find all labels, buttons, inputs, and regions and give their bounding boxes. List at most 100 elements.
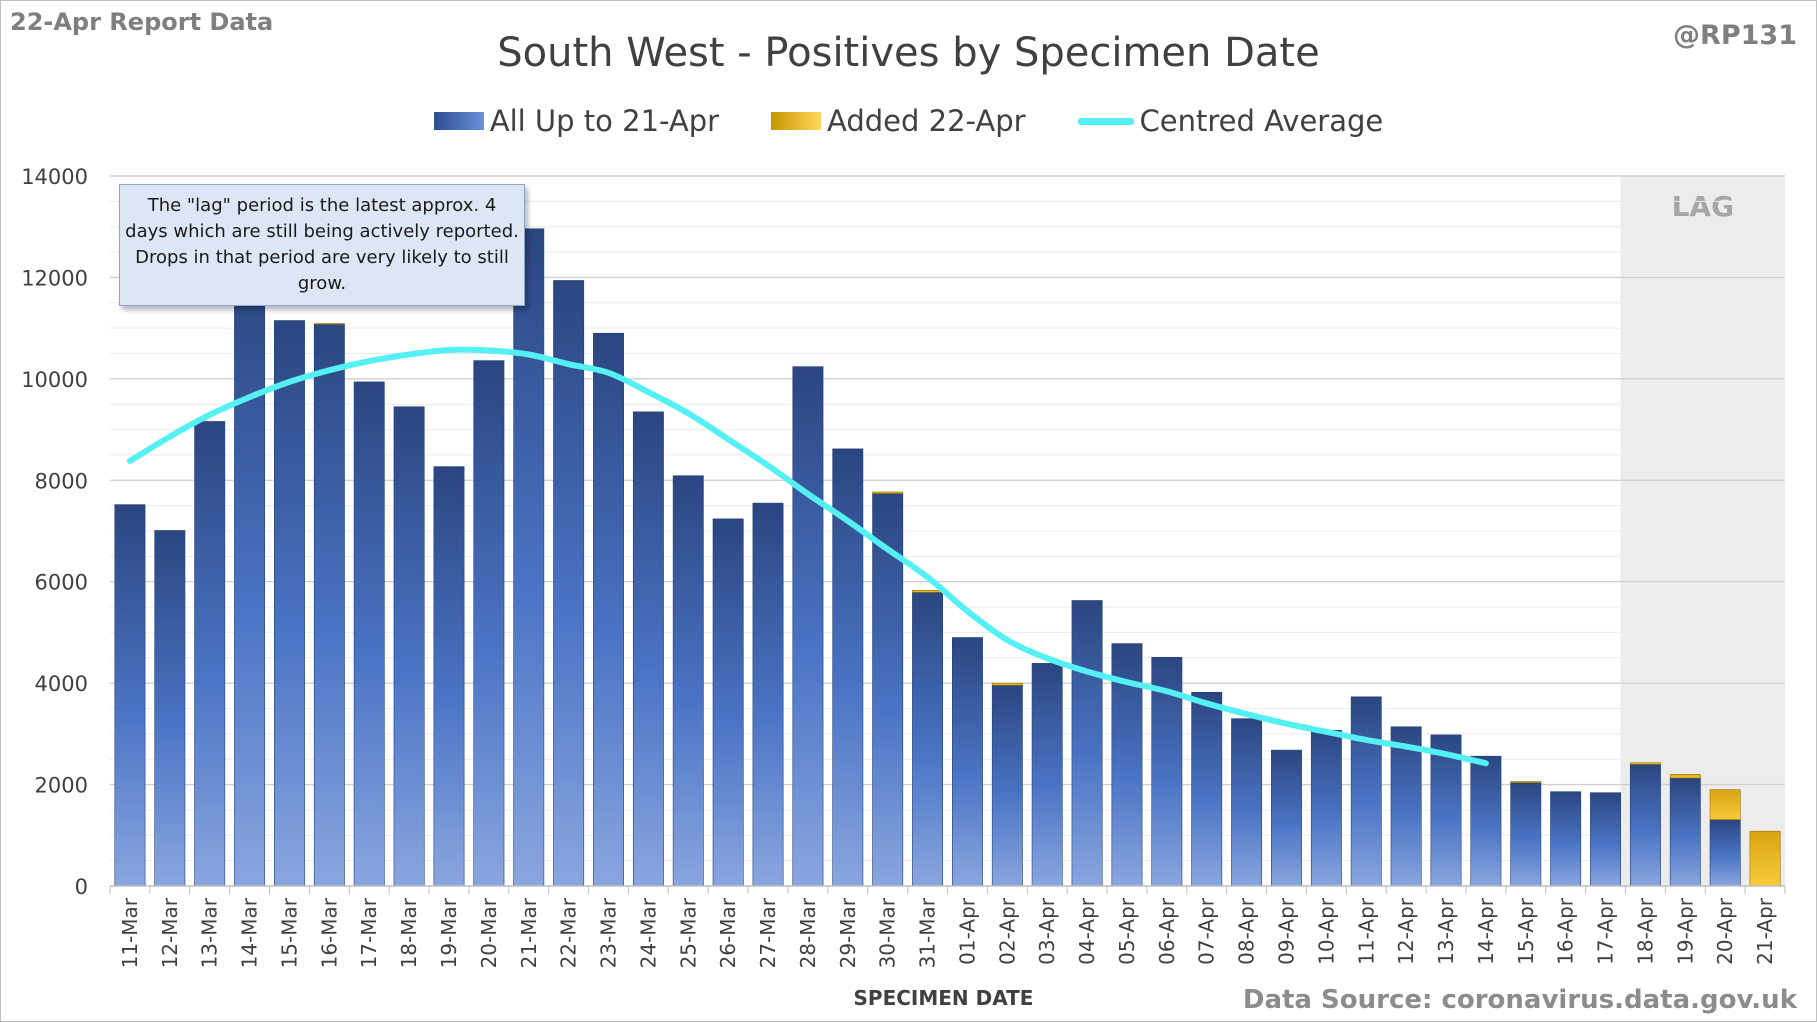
bar-added-16-Mar — [313, 323, 345, 325]
x-tick-label: 11-Mar — [118, 897, 142, 968]
x-tick-label: 15-Apr — [1514, 897, 1538, 965]
y-tick-label: 6000 — [35, 571, 88, 595]
bar-all-19-Mar — [433, 466, 465, 887]
chart-legend: All Up to 21-Apr Added 22-Apr Centred Av… — [0, 104, 1817, 138]
bar-all-11-Mar — [114, 504, 146, 887]
x-tick-label: 22-Mar — [557, 897, 581, 968]
chart-title: South West - Positives by Specimen Date — [497, 30, 1320, 76]
x-tick-label: 24-Mar — [636, 897, 660, 968]
lag-annotation-box: The "lag" period is the latest approx. 4… — [119, 184, 525, 306]
x-tick-label: 17-Apr — [1594, 897, 1618, 965]
legend-item-all: All Up to 21-Apr — [433, 104, 720, 138]
bar-all-22-Mar — [553, 280, 585, 887]
x-tick-label: 13-Apr — [1434, 897, 1458, 965]
bar-all-14-Apr — [1470, 755, 1502, 887]
report-date-label: 22-Apr Report Data — [10, 8, 274, 36]
bar-all-14-Mar — [234, 274, 266, 887]
bar-all-18-Mar — [393, 406, 425, 887]
x-tick-label: 20-Mar — [477, 897, 501, 968]
x-tick-label: 05-Apr — [1115, 897, 1139, 965]
x-tick-label: 15-Mar — [277, 897, 301, 968]
x-tick-label: 13-Mar — [198, 897, 222, 968]
bar-all-17-Mar — [353, 381, 385, 887]
legend-label-all: All Up to 21-Apr — [489, 104, 720, 138]
x-tick-label: 11-Apr — [1354, 897, 1378, 965]
bar-all-20-Mar — [473, 360, 505, 887]
x-tick-label: 31-Mar — [916, 897, 940, 968]
x-tick-label: 20-Apr — [1713, 897, 1737, 965]
y-tick-label: 14000 — [21, 165, 88, 189]
bar-all-24-Mar — [632, 411, 664, 887]
bar-all-26-Mar — [712, 518, 744, 887]
x-tick-label: 10-Apr — [1314, 897, 1338, 965]
bar-all-15-Mar — [274, 320, 305, 887]
bar-all-25-Mar — [672, 475, 704, 887]
bar-all-21-Mar — [513, 228, 545, 887]
bar-all-12-Mar — [154, 530, 186, 887]
author-handle: @RP131 — [1673, 20, 1797, 51]
x-tick-label: 26-Mar — [716, 897, 740, 968]
bar-added-18-Apr — [1629, 762, 1661, 765]
x-tick-label: 27-Mar — [756, 897, 780, 968]
legend-swatch-blue — [433, 112, 484, 130]
bar-all-16-Apr — [1550, 791, 1582, 887]
bar-all-20-Apr — [1709, 819, 1741, 887]
y-tick-label: 8000 — [35, 469, 88, 493]
bar-added-15-Apr — [1510, 781, 1542, 783]
bar-all-27-Mar — [752, 502, 784, 887]
legend-swatch-gold — [771, 112, 822, 130]
x-tick-label: 21-Apr — [1753, 897, 1777, 965]
x-tick-label: 18-Mar — [397, 897, 421, 968]
lag-label: LAG — [1672, 190, 1735, 223]
bar-all-13-Apr — [1430, 734, 1462, 887]
data-source-label: Data Source: coronavirus.data.gov.uk — [1242, 985, 1797, 1015]
x-tick-label: 25-Mar — [676, 897, 700, 968]
bar-added-02-Apr — [991, 682, 1023, 686]
y-tick-label: 2000 — [35, 774, 88, 798]
x-tick-label: 12-Apr — [1394, 897, 1418, 965]
bar-all-12-Apr — [1390, 726, 1422, 887]
x-tick-label: 16-Mar — [317, 897, 341, 968]
legend-label-added: Added 22-Apr — [827, 104, 1026, 138]
bar-all-11-Apr — [1350, 696, 1382, 887]
bar-all-23-Mar — [593, 332, 624, 887]
bar-all-17-Apr — [1590, 792, 1621, 887]
x-tick-label: 03-Apr — [1035, 897, 1059, 965]
bar-all-03-Apr — [1031, 663, 1063, 887]
x-tick-label: 04-Apr — [1075, 897, 1099, 965]
bar-added-21-Apr — [1749, 830, 1781, 887]
bar-all-13-Mar — [194, 421, 226, 887]
bar-all-02-Apr — [991, 684, 1023, 887]
x-tick-label: 01-Apr — [955, 897, 979, 965]
x-tick-label: 18-Apr — [1633, 897, 1657, 965]
bar-all-19-Apr — [1669, 777, 1701, 887]
x-tick-label: 07-Apr — [1195, 897, 1219, 965]
centred-average-line — [126, 346, 1489, 767]
legend-label-average: Centred Average — [1139, 104, 1384, 138]
bar-all-04-Apr — [1071, 600, 1103, 887]
x-tick-label: 14-Mar — [238, 897, 262, 968]
bar-all-28-Mar — [792, 366, 824, 887]
x-tick-label: 08-Apr — [1235, 897, 1259, 965]
bar-added-30-Mar — [872, 491, 904, 494]
bar-all-08-Apr — [1231, 718, 1263, 887]
bar-added-31-Mar — [912, 590, 944, 593]
y-tick-label: 12000 — [21, 266, 88, 290]
legend-item-average: Centred Average — [1077, 104, 1384, 138]
bar-added-20-Apr — [1709, 789, 1741, 820]
x-tick-label: 29-Mar — [836, 897, 860, 968]
x-tick-label: 19-Mar — [437, 897, 461, 968]
bar-all-07-Apr — [1191, 691, 1223, 887]
bar-all-18-Apr — [1629, 763, 1661, 887]
x-tick-label: 23-Mar — [597, 897, 621, 968]
y-tick-label: 0 — [75, 875, 88, 899]
bar-all-09-Apr — [1271, 749, 1302, 887]
y-tick-label: 10000 — [21, 368, 88, 392]
legend-item-added: Added 22-Apr — [771, 104, 1026, 138]
x-tick-label: 21-Mar — [517, 897, 541, 968]
x-tick-label: 02-Apr — [995, 897, 1019, 965]
legend-swatch-line — [1077, 117, 1134, 125]
bar-all-31-Mar — [912, 592, 944, 887]
bar-all-16-Mar — [313, 323, 345, 887]
